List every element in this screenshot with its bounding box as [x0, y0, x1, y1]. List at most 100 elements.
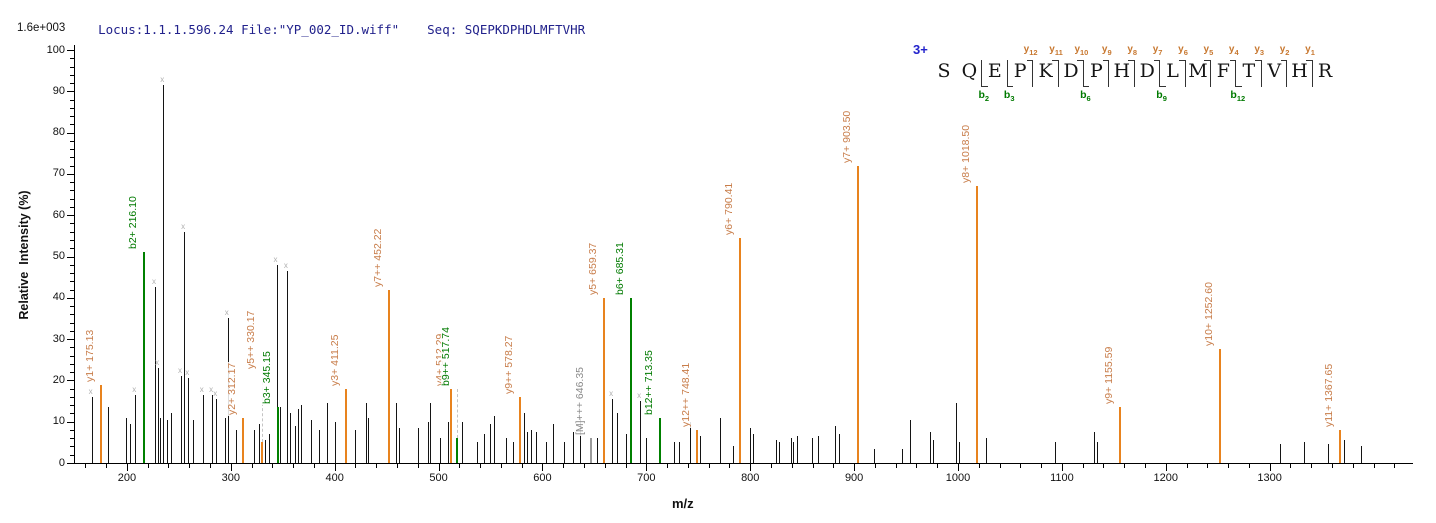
cleavage-arm-y — [1077, 60, 1084, 61]
peak-unassigned — [490, 423, 491, 463]
peak-unassigned — [448, 421, 449, 463]
ion-label-y5++: y5++ 330.17 — [245, 309, 257, 371]
peak-unassigned — [462, 421, 463, 463]
y-tick — [70, 314, 74, 315]
peak-unassigned — [301, 405, 302, 463]
peak-unassigned — [163, 85, 164, 463]
header-seq: Seq: SQEPKDPHDLMFTVHR — [427, 22, 586, 37]
cleavage-mark — [1057, 60, 1059, 87]
y-tick — [70, 232, 74, 233]
y-tick — [67, 380, 74, 381]
peak-unassigned — [1304, 442, 1305, 463]
x-tick — [667, 464, 668, 468]
peak-unassigned — [290, 413, 291, 463]
y-tick — [70, 413, 74, 414]
x-tick — [896, 464, 897, 468]
cleavage-mark — [1159, 60, 1161, 87]
x-tick — [1249, 464, 1250, 468]
x-tick — [584, 464, 585, 468]
x-tick — [272, 464, 273, 468]
x-tick — [501, 464, 502, 468]
peak-unassigned — [418, 427, 419, 463]
unassigned-peak-x-mark: x — [132, 384, 137, 394]
peak-y7++ — [388, 289, 390, 463]
peak-unassigned — [910, 419, 911, 463]
y-tick — [70, 182, 74, 183]
peak-unassigned — [327, 403, 328, 463]
ion-label-y9++: y9++ 578.27 — [503, 334, 515, 395]
x-tick — [646, 464, 647, 471]
peak-y8+ — [976, 186, 978, 463]
cleavage-arm-b — [1159, 86, 1166, 87]
peak-y7+ — [857, 165, 859, 463]
peak-unassigned — [319, 429, 320, 463]
residue-P: P — [1089, 60, 1103, 82]
x-tick — [729, 464, 730, 468]
leader-line-b9++ — [457, 388, 458, 439]
unassigned-peak-x-mark: x — [283, 260, 288, 270]
peak-unassigned — [986, 438, 987, 463]
unassigned-peak-x-mark: x — [209, 384, 214, 394]
peak-unassigned — [126, 417, 127, 463]
x-tick — [85, 464, 86, 468]
peak-unassigned — [430, 403, 431, 463]
x-tick-label: 1200 — [1153, 472, 1179, 484]
y-tick — [67, 463, 74, 464]
y-tick — [70, 438, 74, 439]
cleavage-arm-y — [1026, 60, 1033, 61]
peak-unassigned — [311, 419, 312, 463]
x-tick — [418, 464, 419, 468]
y-tick — [70, 223, 74, 224]
ion-label-y5+: y5+ 659.37 — [587, 241, 599, 296]
cleavage-mark — [1260, 60, 1262, 87]
peak-unassigned — [1361, 446, 1362, 463]
header-line: Locus:1.1.1.596.24 File:"YP_002_ID.wiff"… — [68, 7, 585, 52]
x-tick — [1103, 464, 1104, 468]
header-locus-file: Locus:1.1.1.596.24 File:"YP_002_ID.wiff" — [98, 22, 400, 37]
y-tick-label: 100 — [46, 43, 65, 56]
y-tick — [70, 364, 74, 365]
x-tick — [1124, 464, 1125, 468]
unassigned-peak-x-mark: x — [155, 358, 160, 367]
cleavage-arm-y — [1102, 60, 1109, 61]
peak-unassigned — [791, 438, 792, 463]
cleavage-mark — [1006, 60, 1008, 87]
cleavage-arm-b — [1235, 86, 1242, 87]
y-tick — [67, 298, 74, 299]
peak-unassigned — [776, 440, 777, 463]
residue-T: T — [1242, 60, 1256, 82]
y-tick — [70, 240, 74, 241]
y-tick — [70, 331, 74, 332]
peak-unassigned — [484, 434, 485, 463]
peak-unassigned — [1097, 442, 1098, 463]
x-tick-label: 1300 — [1257, 472, 1282, 484]
y-tick — [70, 149, 74, 150]
peak-unassigned — [933, 440, 934, 463]
x-tick — [563, 464, 564, 468]
peak-unassigned — [839, 434, 840, 463]
peak-unassigned — [930, 432, 931, 463]
peak-unassigned — [812, 438, 813, 463]
y-tick-label: 30 — [52, 332, 65, 345]
cleavage-mark — [1082, 60, 1084, 87]
residue-V: V — [1267, 60, 1282, 82]
peak-unassigned — [203, 394, 204, 463]
cleavage-arm-y — [1280, 60, 1287, 61]
cleavage-arm-b — [1083, 86, 1090, 87]
cleavage-arm-b — [981, 86, 988, 87]
peak-unassigned — [277, 264, 278, 463]
x-tick — [1353, 464, 1354, 468]
residue-K: K — [1038, 60, 1053, 82]
ion-label-b3+: b3+ 345.15 — [261, 350, 273, 406]
cleavage-mark — [1235, 60, 1237, 87]
residue-S: S — [937, 60, 951, 82]
leader-line-y5++ — [262, 372, 263, 443]
unassigned-peak-x-mark: x — [160, 75, 165, 85]
x-tick — [397, 464, 398, 468]
peak-unassigned — [181, 376, 182, 463]
peak-unassigned — [1328, 444, 1329, 463]
peak-unassigned — [160, 417, 161, 463]
peak-unassigned — [553, 423, 554, 463]
peak-unassigned — [158, 368, 159, 463]
x-tick — [1145, 464, 1146, 468]
